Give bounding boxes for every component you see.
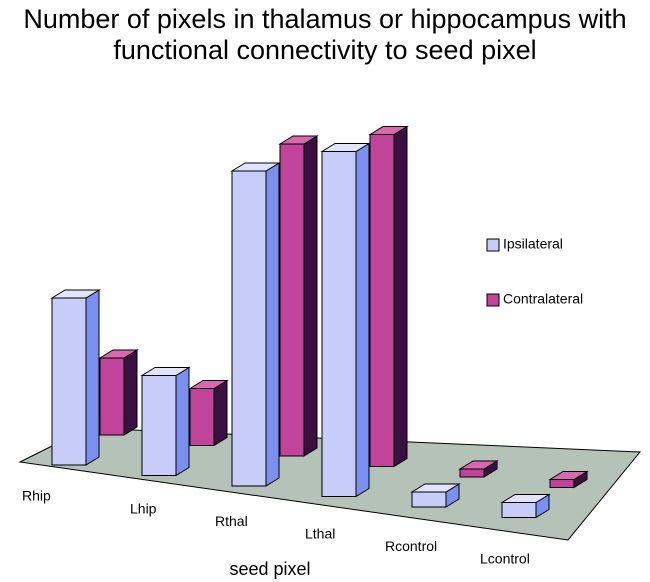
bar-side [303, 135, 318, 457]
bar [278, 135, 319, 457]
x-tick-label: Rhip [22, 488, 51, 504]
bar-front [231, 170, 267, 487]
legend-label: Contralateral [503, 291, 583, 307]
bar-front [369, 134, 395, 467]
bar [140, 366, 191, 477]
bar-side [355, 142, 370, 498]
x-tick-label: Lcontrol [480, 551, 530, 567]
bar-front [501, 502, 537, 518]
x-axis-label: seed pixel [229, 559, 310, 579]
bar-side [213, 379, 228, 447]
bar [548, 470, 589, 489]
bar-front [279, 143, 305, 457]
bar-front [51, 297, 87, 466]
chart-title: Number of pixels in thalamus or hippocam… [0, 4, 650, 66]
bar [368, 125, 409, 468]
bar-front [459, 468, 485, 478]
x-tick-label: Rthal [215, 513, 248, 529]
bar-front [189, 388, 215, 446]
chart-title-text: Number of pixels in thalamus or hippocam… [23, 4, 627, 65]
x-tick-label: Lhip [130, 500, 157, 516]
legend-swatch [486, 238, 500, 252]
bar-front [549, 479, 575, 488]
bar-front [321, 151, 357, 497]
bar-side [123, 349, 138, 436]
bar-side [175, 366, 190, 477]
bar [458, 460, 499, 478]
bar-side [85, 289, 100, 466]
bar [98, 349, 139, 436]
bar [500, 493, 551, 519]
x-tick-label: Lthal [305, 526, 335, 542]
legend-label: Ipsilateral [503, 236, 563, 252]
bar [188, 379, 229, 447]
bar-side [393, 125, 408, 468]
bar [320, 142, 371, 498]
bar-front [99, 357, 125, 436]
bar [50, 289, 101, 466]
legend-swatch [486, 293, 500, 307]
bar-front [411, 491, 447, 508]
bar-side [265, 162, 280, 487]
bar [230, 162, 281, 487]
x-tick-label: Rcontrol [385, 538, 437, 554]
bar-front [141, 375, 177, 476]
bar [410, 483, 461, 508]
